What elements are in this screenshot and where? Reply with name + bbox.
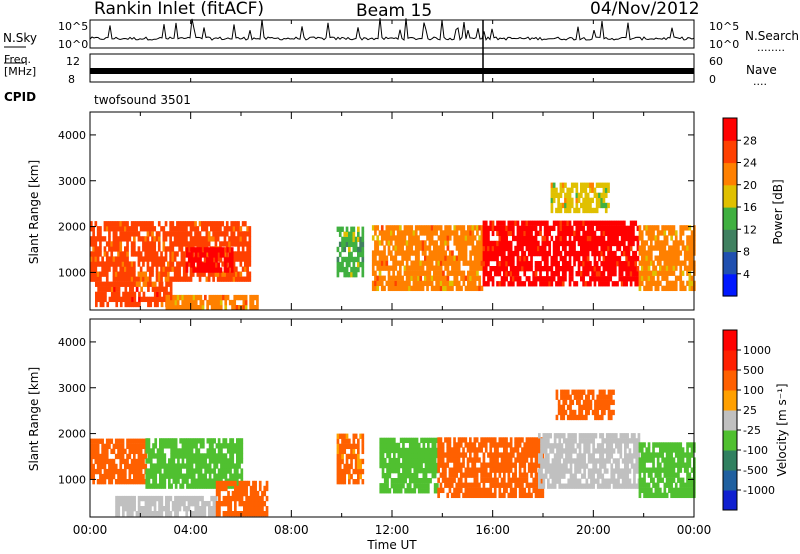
power-echo-region [638, 225, 696, 292]
power-echo-region [550, 182, 610, 214]
power-echo-region [371, 225, 484, 292]
velocity-ytick-label: 2000 [58, 428, 86, 441]
cpid-value: twofsound 3501 [94, 93, 191, 107]
colorbar-swatch [723, 490, 737, 511]
velocity-echo-region [215, 480, 269, 517]
beam-label: Beam 15 [356, 1, 433, 21]
nsky-label: N.Sky [3, 31, 38, 45]
colorbar-tick-label: 500 [743, 364, 764, 377]
power-ytick-label: 1000 [58, 266, 86, 279]
cpid-label: CPID [4, 90, 37, 104]
freq-label-1: Freq. [4, 53, 32, 66]
velocity-echo-region [555, 389, 615, 421]
colorbar-tick-label: 4 [743, 268, 750, 281]
power-colorbar: 4 8 12 16 20 24 28 [722, 117, 757, 297]
colorbar-tick-label: -100 [743, 444, 768, 457]
nave-tick-bottom: 0 [709, 73, 716, 86]
nave-dots: .... [753, 75, 767, 88]
velocity-ytick-label: 1000 [58, 473, 86, 486]
velocity-echo-region [145, 438, 244, 489]
freq-label-2: [MHz] [4, 65, 37, 78]
power-ytick-label: 2000 [58, 221, 86, 234]
colorbar-swatch [723, 162, 737, 186]
x-axis-ticks: 00:00 04:00 08:00 12:00 16:00 20:00 00:00 [73, 20, 712, 537]
colorbar-swatch [723, 184, 737, 208]
colorbar-swatch [723, 350, 737, 371]
power-axes: 1000 2000 3000 4000 [58, 111, 695, 311]
colorbar-tick-label: 1000 [743, 344, 771, 357]
nsearch-label: N.Search [745, 29, 800, 43]
nsearch-dots: ........ [757, 41, 785, 54]
velocity-ytick-label: 4000 [58, 336, 86, 349]
x-tick-label: 04:00 [173, 523, 208, 537]
freq-tick-top: 12 [66, 55, 80, 68]
power-echo-region [336, 226, 365, 278]
colorbar-tick-label: 100 [743, 384, 764, 397]
velocity-echo-region [115, 495, 218, 517]
colorbar-swatch [723, 450, 737, 471]
nsky-tick-bottom: 10^0 [58, 38, 89, 51]
velocity-echo-region [538, 433, 641, 489]
x-tick-label: 08:00 [274, 523, 309, 537]
nsky-trace [89, 18, 695, 41]
velocity-echo-region [336, 433, 365, 485]
colorbar-tick-label: 25 [743, 404, 757, 417]
power-ylabel: Slant Range [km] [27, 160, 41, 264]
radar-title: Rankin Inlet (fitACF) [94, 0, 265, 19]
x-axis-label: Time UT [366, 538, 417, 552]
colorbar-tick-label: 8 [743, 246, 750, 259]
colorbar-tick-label: 24 [743, 157, 757, 170]
colorbar-swatch [723, 140, 737, 164]
colorbar-swatch [723, 410, 737, 431]
power-ytick-label: 3000 [58, 175, 86, 188]
colorbar-swatch [723, 251, 737, 275]
power-echo-region [482, 220, 640, 287]
velocity-ytick-label: 3000 [58, 382, 86, 395]
colorbar-tick-label: -1000 [743, 484, 775, 497]
colorbar-tick-label: 20 [743, 179, 757, 192]
x-tick-label: 12:00 [375, 523, 410, 537]
colorbar-tick-label: 16 [743, 201, 757, 214]
colorbar-swatch [723, 470, 737, 491]
velocity-axes: 1000 2000 3000 4000 [58, 318, 695, 518]
colorbar-tick-label: -500 [743, 464, 768, 477]
colorbar-swatch [723, 370, 737, 391]
nsearch-tick-top: 10^5 [709, 20, 740, 33]
freq-tick-bottom: 8 [68, 73, 75, 86]
power-colorbar-label: Power [dB] [771, 179, 785, 244]
freq-trace [90, 68, 694, 74]
x-tick-label: 00:00 [73, 523, 108, 537]
power-echo-region [165, 294, 259, 311]
colorbar-tick-label: 28 [743, 134, 757, 147]
nsearch-tick-bottom: 10^0 [709, 38, 740, 51]
nave-label: Nave [746, 63, 777, 77]
power-ytick-label: 4000 [58, 129, 86, 142]
colorbar-swatch [723, 229, 737, 253]
colorbar-swatch [723, 330, 737, 351]
velocity-echo-region [437, 437, 545, 499]
velocity-echo-region [379, 437, 439, 494]
colorbar-swatch [723, 430, 737, 451]
power-echo-region [95, 281, 173, 308]
x-tick-label: 20:00 [576, 523, 611, 537]
velocity-colorbar: 1000 500 100 25 -25 -100 -500 -1000 [722, 329, 775, 511]
colorbar-swatch [723, 390, 737, 411]
velocity-echo-region [638, 442, 696, 499]
colorbar-tick-label: -25 [743, 424, 761, 437]
power-echo-region [185, 247, 234, 273]
nave-tick-top: 60 [709, 55, 723, 68]
colorbar-swatch [723, 207, 737, 230]
colorbar-swatch [723, 118, 737, 141]
velocity-ylabel: Slant Range [km] [27, 367, 41, 471]
date-label: 04/Nov/2012 [590, 0, 700, 19]
velocity-panel: 1000 2000 3000 4000 [58, 318, 696, 518]
x-tick-label: 16:00 [475, 523, 510, 537]
nsky-tick-top: 10^5 [58, 20, 89, 33]
colorbar-tick-label: 12 [743, 223, 757, 236]
colorbar-swatch [723, 273, 737, 297]
power-panel: 1000 2000 3000 4000 [58, 111, 696, 311]
velocity-colorbar-label: Velocity [m s⁻¹] [775, 383, 789, 476]
x-tick-label: 00:00 [677, 523, 712, 537]
